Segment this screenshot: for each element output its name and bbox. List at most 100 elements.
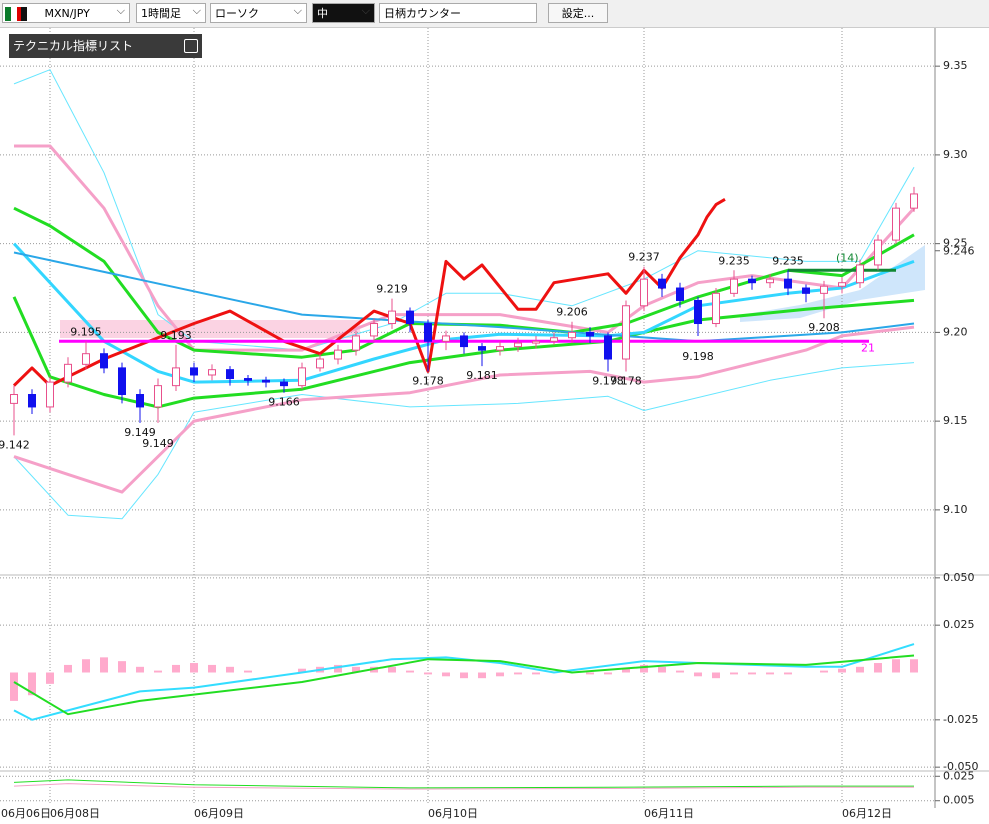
candle-body bbox=[712, 292, 720, 325]
high-label: 9.235 bbox=[718, 254, 750, 267]
histogram-bar bbox=[532, 672, 540, 675]
candle-body bbox=[748, 278, 756, 284]
high-label: 9.195 bbox=[70, 325, 102, 338]
candle-body bbox=[28, 394, 36, 408]
collapse-icon[interactable] bbox=[184, 39, 198, 53]
timeframe-select[interactable]: 1時間足 bbox=[136, 1, 206, 23]
histogram-bar bbox=[910, 659, 918, 673]
histogram-bar bbox=[118, 661, 126, 673]
low-label: 9.178 bbox=[412, 374, 444, 387]
indicator-line bbox=[13, 779, 914, 789]
x-tick-label: 06月11日 bbox=[644, 807, 694, 820]
candle-body bbox=[532, 340, 540, 344]
histogram-bar bbox=[820, 670, 828, 673]
histogram-bar bbox=[514, 672, 522, 675]
high-label: 9.193 bbox=[160, 329, 192, 342]
flag-icon bbox=[5, 7, 41, 21]
histogram-bar bbox=[622, 668, 630, 673]
histogram-bar bbox=[658, 666, 666, 673]
histogram-bar bbox=[478, 672, 486, 679]
candle-body bbox=[406, 310, 414, 325]
histogram-bar bbox=[136, 666, 144, 673]
histogram-bar bbox=[82, 659, 90, 673]
histogram-bar bbox=[712, 672, 720, 679]
y-tick-label: 9.20 bbox=[943, 325, 968, 338]
candle-body bbox=[550, 337, 558, 342]
candle-body bbox=[424, 323, 432, 342]
x-tick-label: 06月08日 bbox=[50, 807, 100, 820]
y-tick-label: -0.050 bbox=[943, 760, 978, 773]
histogram-bar bbox=[388, 666, 396, 673]
candle-body bbox=[766, 278, 774, 284]
indicator-line bbox=[13, 251, 915, 343]
counter-checkbox[interactable]: 日柄カウンター bbox=[379, 3, 537, 23]
candle-body bbox=[514, 342, 522, 348]
candle-body bbox=[352, 335, 360, 351]
candle-body bbox=[100, 353, 108, 369]
high-label: 9.235 bbox=[772, 254, 804, 267]
histogram-bar bbox=[892, 659, 900, 673]
histogram-bar bbox=[208, 664, 216, 673]
histogram-bar bbox=[856, 666, 864, 673]
candle-body bbox=[820, 285, 828, 294]
histogram-bar bbox=[64, 664, 72, 673]
pair-text: MXN/JPY bbox=[44, 7, 90, 20]
candle-body bbox=[316, 358, 324, 369]
histogram-bar bbox=[442, 672, 450, 677]
histogram-bar bbox=[226, 666, 234, 673]
candle-body bbox=[262, 379, 270, 383]
y-tick-label: 9.30 bbox=[943, 148, 968, 161]
histogram-bar bbox=[28, 672, 36, 696]
candle-body bbox=[226, 369, 234, 380]
candle-body bbox=[622, 305, 630, 360]
candle-body bbox=[694, 299, 702, 325]
candle-body bbox=[244, 378, 252, 381]
histogram-bar bbox=[604, 672, 612, 675]
y-tick-label: 0.025 bbox=[943, 618, 975, 631]
candle-body bbox=[604, 335, 612, 360]
histogram-bar bbox=[460, 672, 468, 679]
candle-body bbox=[730, 278, 738, 294]
pair-select[interactable]: MXN/JPY bbox=[2, 1, 130, 23]
histogram-bar bbox=[406, 670, 414, 673]
y-tick-label: 0.050 bbox=[943, 571, 975, 584]
low-label: 9.149 bbox=[124, 426, 156, 439]
candle-body bbox=[910, 193, 918, 209]
histogram-bar bbox=[244, 670, 252, 673]
style-select[interactable]: ローソク bbox=[210, 1, 307, 23]
histogram-bar bbox=[874, 663, 882, 673]
candle-body bbox=[658, 278, 666, 289]
x-tick-label: 06月09日 bbox=[194, 807, 244, 820]
level-label: (14) bbox=[836, 251, 859, 264]
candle-body bbox=[478, 346, 486, 351]
indicator-line bbox=[13, 69, 915, 351]
low-label: 9.142 bbox=[0, 438, 30, 451]
cloud-area bbox=[60, 320, 360, 338]
current-price-label: 9.246 bbox=[943, 245, 975, 258]
candle-body bbox=[856, 264, 864, 284]
histogram-bar bbox=[172, 664, 180, 673]
candle-body bbox=[586, 331, 594, 337]
candle-body bbox=[46, 381, 54, 408]
toolbar: MXN/JPY 1時間足 ローソク 中 日柄カウンター 設定... bbox=[0, 0, 989, 28]
candle-body bbox=[10, 394, 18, 404]
candle-body bbox=[280, 381, 288, 387]
settings-button[interactable]: 設定... bbox=[548, 3, 608, 23]
indicator-line bbox=[13, 783, 914, 790]
indicator-panel[interactable]: テクニカル指標リスト bbox=[9, 34, 202, 58]
size-select[interactable]: 中 bbox=[312, 1, 375, 23]
indicator-line bbox=[13, 362, 915, 520]
candle-body bbox=[676, 287, 684, 301]
x-tick-label: 06月12日 bbox=[842, 807, 892, 820]
candle-body bbox=[874, 239, 882, 266]
y-tick-label: 0.025 bbox=[943, 769, 975, 782]
y-tick-label: 9.25 bbox=[943, 237, 968, 250]
histogram-bar bbox=[748, 672, 756, 675]
y-tick-label: 9.35 bbox=[943, 59, 968, 72]
y-tick-label: 9.15 bbox=[943, 414, 968, 427]
low-label: 9.208 bbox=[808, 321, 840, 334]
high-label: 9.206 bbox=[556, 306, 588, 319]
histogram-bar bbox=[694, 672, 702, 677]
histogram-bar bbox=[766, 672, 774, 675]
